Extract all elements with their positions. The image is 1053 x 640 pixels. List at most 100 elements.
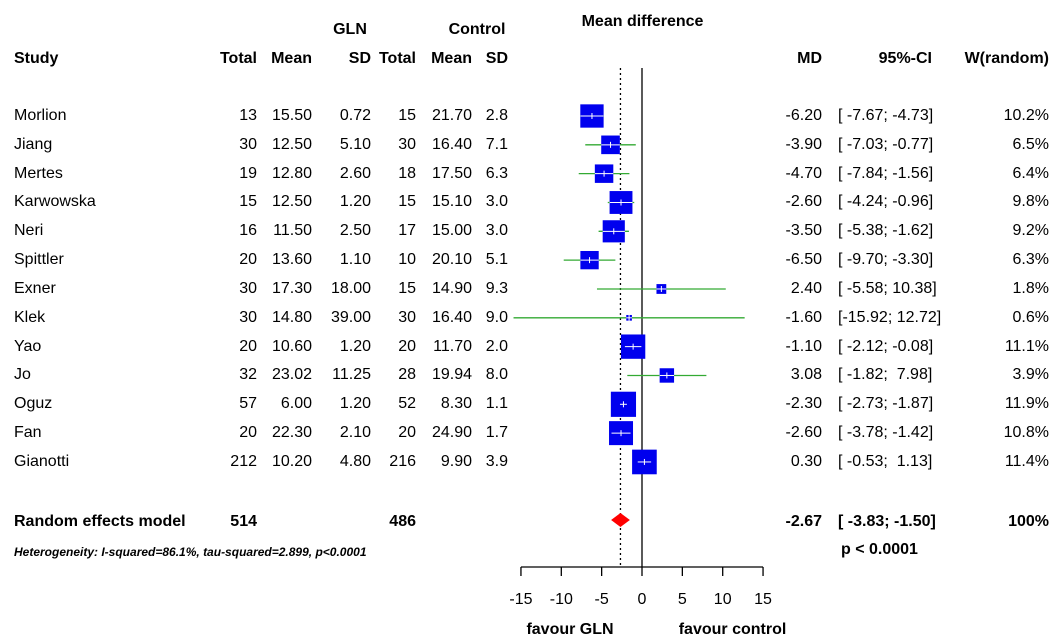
- sd1-cell: 1.20: [339, 337, 371, 355]
- ci-cell: [ -5.58; 10.38]: [838, 279, 937, 297]
- ci-cell: [ -0.53; 1.13]: [838, 452, 933, 470]
- mean1-cell: 13.60: [271, 251, 312, 269]
- study-name: Exner: [14, 279, 56, 297]
- weight-cell: 9.8%: [1012, 193, 1049, 211]
- sd1-cell: 1.10: [339, 251, 371, 269]
- x-tick-label: 10: [714, 591, 732, 608]
- ci-cell: [ -2.12; -0.08]: [838, 337, 934, 355]
- md-cell: -3.90: [785, 135, 822, 153]
- total1-cell: 32: [239, 366, 257, 384]
- pooled-p-value: p < 0.0001: [841, 541, 918, 558]
- x-tick-label: 0: [638, 591, 647, 608]
- study-name: Klek: [14, 308, 46, 326]
- sd2-cell: 1.1: [485, 395, 508, 413]
- pooled-md: -2.67: [785, 513, 822, 530]
- mean1-cell: 15.50: [271, 107, 312, 124]
- mean1-cell: 17.30: [271, 279, 312, 297]
- sd2-cell: 5.1: [485, 251, 508, 269]
- total1-cell: 212: [230, 452, 257, 470]
- total2-cell: 52: [398, 395, 416, 413]
- total1-cell: 16: [239, 222, 257, 240]
- total2-cell: 15: [398, 107, 416, 124]
- mean1-cell: 6.00: [280, 395, 312, 413]
- ci-cell: [ -2.73; -1.87]: [838, 395, 934, 413]
- mean2-cell: 17.50: [431, 164, 472, 182]
- weight-header: W(random): [964, 50, 1049, 67]
- md-cell: -1.60: [785, 308, 822, 326]
- sd2-cell: 3.9: [485, 452, 508, 470]
- weight-cell: 11.1%: [1004, 337, 1049, 355]
- x-tick-label: -10: [550, 591, 573, 608]
- weight-cell: 11.4%: [1004, 452, 1049, 470]
- mean1-cell: 14.80: [271, 308, 312, 326]
- total1-cell: 30: [239, 279, 257, 297]
- weight-cell: 0.6%: [1012, 308, 1049, 326]
- total2-cell: 30: [398, 135, 416, 153]
- group1-header: GLN: [333, 21, 367, 38]
- heterogeneity-text: Heterogeneity: I-squared=86.1%, tau-squa…: [14, 545, 367, 559]
- sd2-cell: 7.1: [485, 135, 508, 153]
- sd1-cell: 2.10: [339, 424, 371, 442]
- total2-cell: 216: [389, 452, 416, 470]
- pooled-label: Random effects model: [14, 513, 186, 530]
- study-name: Fan: [14, 424, 42, 442]
- sd1-cell: 5.10: [339, 135, 371, 153]
- md-cell: 2.40: [790, 279, 822, 297]
- total2-cell: 20: [398, 337, 416, 355]
- md-cell: -6.20: [785, 107, 822, 124]
- weight-cell: 10.8%: [1003, 424, 1049, 442]
- total2-cell: 10: [398, 251, 416, 269]
- sd1-cell: 11.25: [332, 366, 371, 384]
- sd1-cell: 2.50: [339, 222, 371, 240]
- mean1-header: Mean: [271, 50, 312, 67]
- sd2-cell: 3.0: [485, 222, 508, 240]
- x-tick-label: -15: [509, 591, 532, 608]
- ci-cell: [ -7.84; -1.56]: [838, 164, 934, 182]
- sd1-cell: 1.20: [339, 395, 371, 413]
- md-cell: 0.30: [790, 452, 822, 470]
- mean1-cell: 11.50: [273, 222, 312, 240]
- weight-cell: 3.9%: [1012, 366, 1049, 384]
- study-name: Jiang: [14, 135, 53, 153]
- sd1-cell: 0.72: [339, 107, 371, 124]
- sd2-cell: 8.0: [485, 366, 508, 384]
- plot-title: Mean difference: [581, 13, 704, 30]
- sd2-cell: 1.7: [485, 424, 508, 442]
- weight-cell: 6.4%: [1012, 164, 1049, 182]
- sd1-cell: 39.00: [330, 308, 371, 326]
- mean2-cell: 19.94: [431, 366, 472, 384]
- md-cell: -1.10: [785, 337, 822, 355]
- ci-cell: [ -3.78; -1.42]: [838, 424, 934, 442]
- study-name: Morlion: [14, 107, 67, 124]
- mean2-cell: 15.00: [431, 222, 472, 240]
- md-cell: -2.60: [785, 424, 822, 442]
- study-name: Spittler: [14, 251, 64, 269]
- mean1-cell: 23.02: [271, 366, 312, 384]
- mean2-cell: 24.90: [431, 424, 472, 442]
- study-header: Study: [14, 50, 59, 67]
- total1-cell: 20: [239, 251, 257, 269]
- pooled-ci: [ -3.83; -1.50]: [838, 513, 936, 530]
- x-tick-label: 15: [754, 591, 772, 608]
- ci-header: 95%-CI: [878, 50, 932, 67]
- total1-cell: 30: [239, 308, 257, 326]
- total1-cell: 20: [239, 424, 257, 442]
- pooled-total1: 514: [230, 513, 257, 530]
- mean1-cell: 12.50: [271, 193, 312, 211]
- weight-cell: 6.3%: [1012, 251, 1049, 269]
- group2-header: Control: [448, 21, 506, 38]
- mean2-cell: 20.10: [431, 251, 472, 269]
- mean1-cell: 22.30: [271, 424, 312, 442]
- mean2-cell: 9.90: [440, 452, 472, 470]
- study-name: Oguz: [14, 395, 53, 413]
- total1-cell: 20: [239, 337, 257, 355]
- sd2-header: SD: [485, 50, 508, 67]
- sd2-cell: 9.0: [485, 308, 508, 326]
- mean1-cell: 10.60: [271, 337, 312, 355]
- sd1-cell: 18.00: [330, 279, 371, 297]
- favour-control-label: favour control: [678, 621, 787, 638]
- mean1-cell: 12.80: [271, 164, 312, 182]
- mean2-cell: 16.40: [431, 308, 472, 326]
- total1-header: Total: [219, 50, 257, 67]
